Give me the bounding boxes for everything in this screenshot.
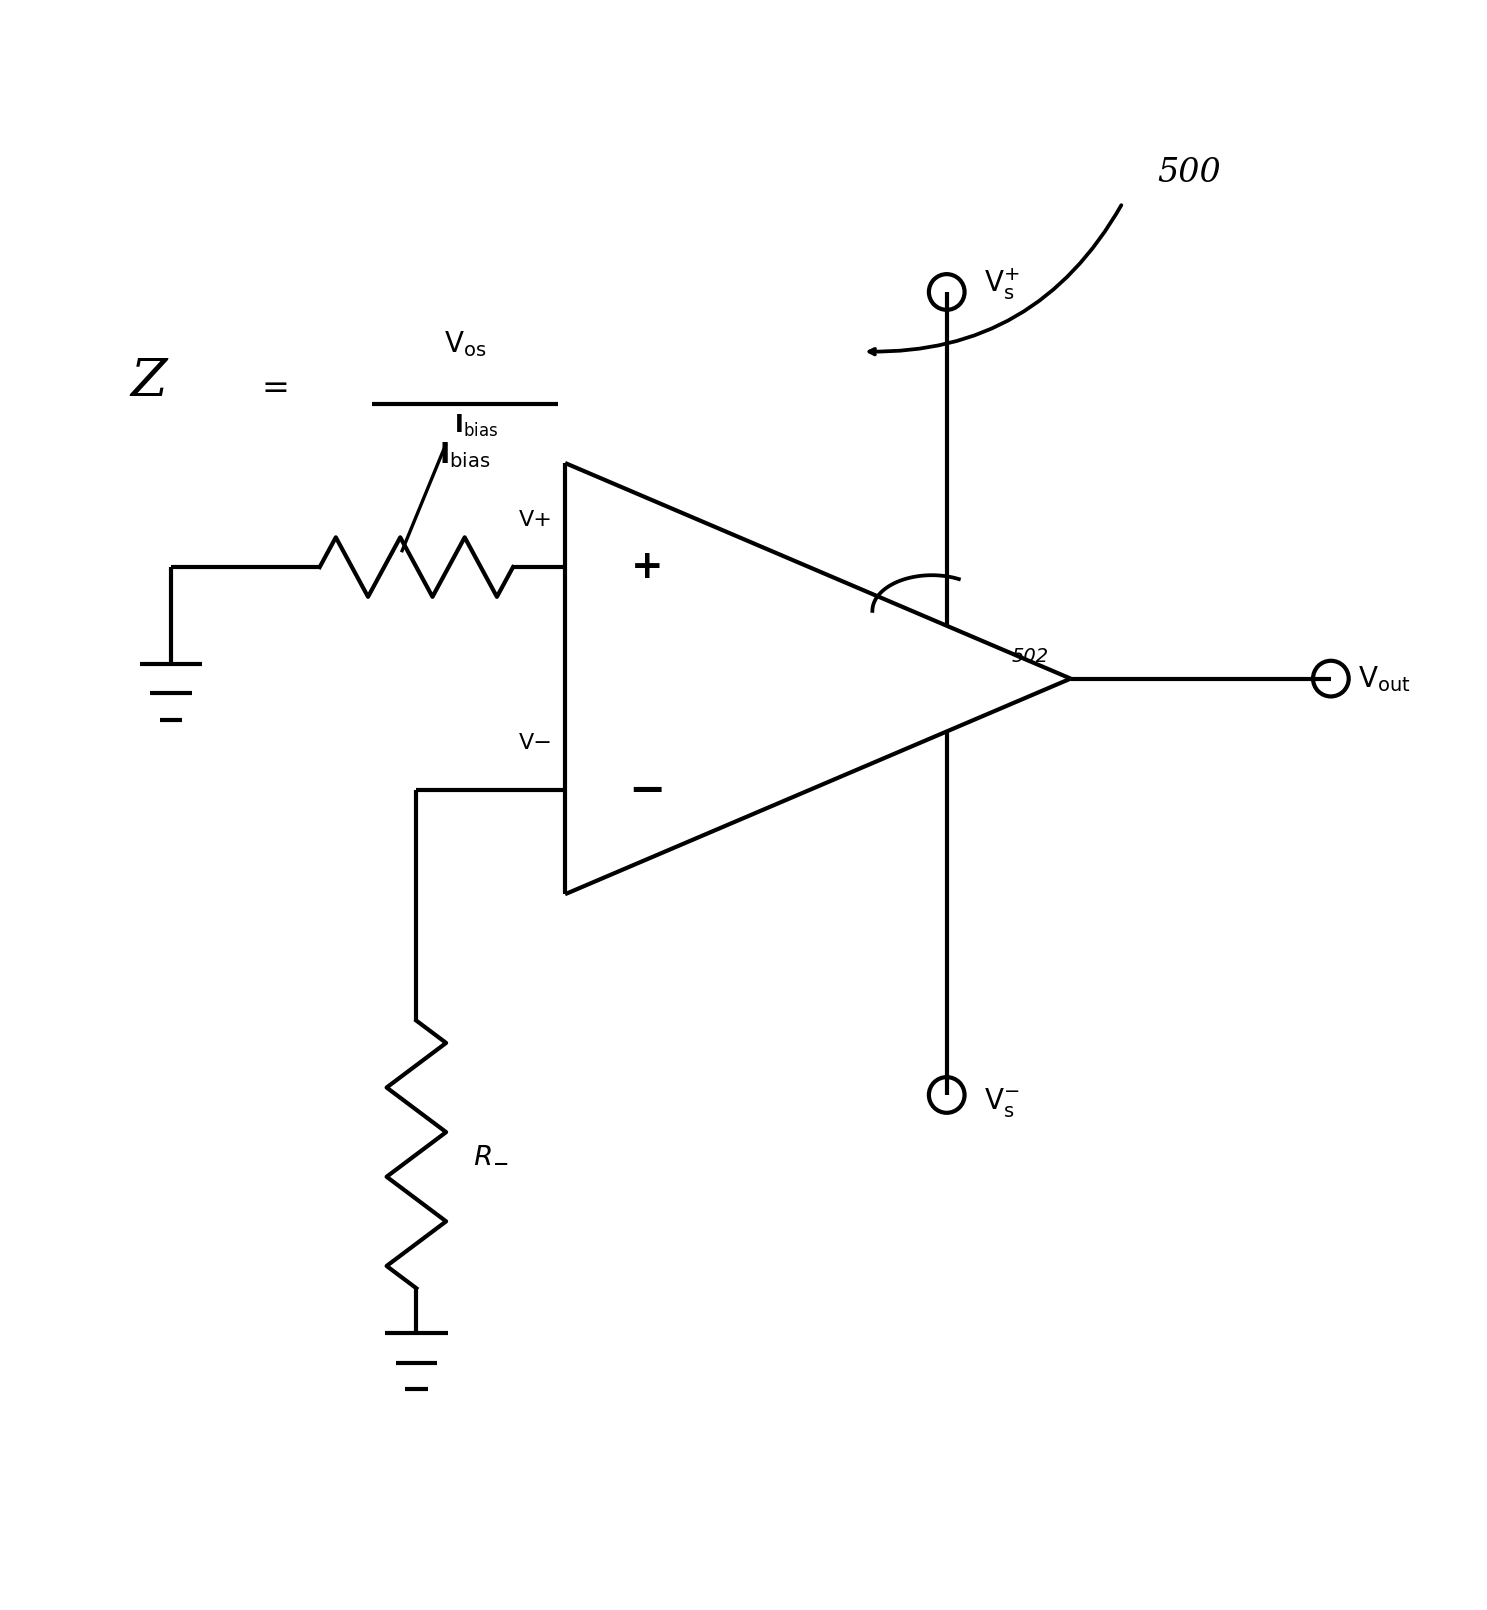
Text: Z: Z	[131, 356, 167, 407]
Text: V$_{\rm s}^{+}$: V$_{\rm s}^{+}$	[984, 267, 1020, 303]
Text: V−: V−	[519, 733, 553, 753]
Text: 502: 502	[1011, 647, 1048, 667]
Text: R$_{\rm \mathbf{-}}$: R$_{\rm \mathbf{-}}$	[473, 1140, 509, 1169]
Text: −: −	[628, 768, 666, 811]
Text: V+: V+	[519, 510, 553, 530]
Text: I$_{\rm bias}$: I$_{\rm bias}$	[439, 441, 491, 470]
Text: V$_{\rm os}$: V$_{\rm os}$	[443, 328, 486, 359]
Text: V$_{\rm s}^{-}$: V$_{\rm s}^{-}$	[984, 1085, 1020, 1119]
Text: V$_{\rm out}$: V$_{\rm out}$	[1358, 663, 1410, 694]
Text: I$_{\rm bias}$: I$_{\rm bias}$	[454, 412, 498, 440]
Text: =: =	[262, 372, 288, 406]
Text: 500: 500	[1158, 158, 1221, 188]
Text: +: +	[630, 547, 663, 586]
